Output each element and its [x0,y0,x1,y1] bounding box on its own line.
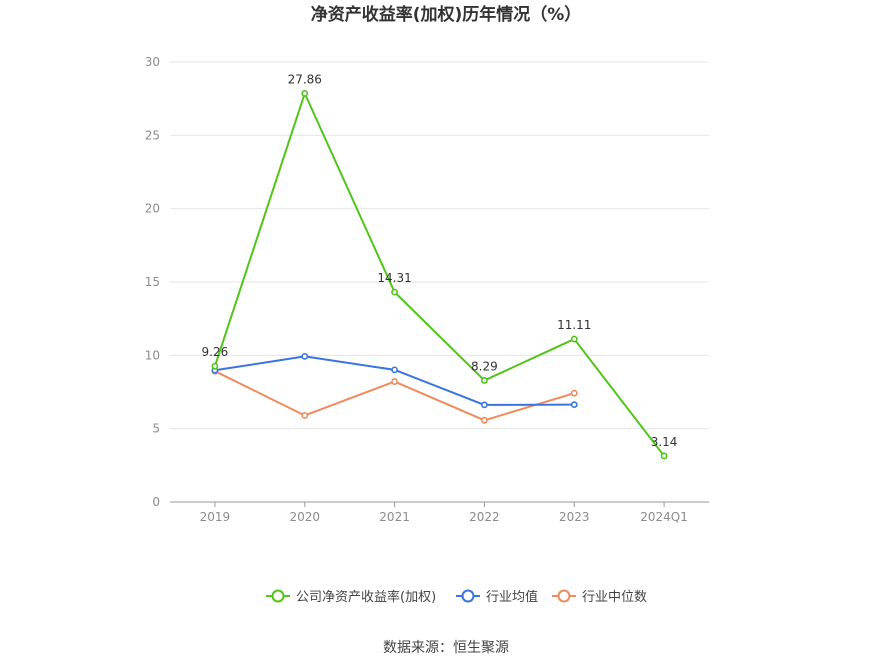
data-point[interactable] [391,366,398,374]
data-labels: 9.26 27.86 14.31 8.29 11.11 3.14 [202,72,678,449]
legend-label: 行业中位数 [582,590,647,605]
data-point[interactable] [301,412,309,419]
data-point[interactable] [211,362,219,370]
legend-label: 行业均值 [486,589,538,605]
data-point[interactable] [301,89,309,97]
legend: 公司净资产收益率(加权) 行业均值 行业中位数 [266,589,647,605]
data-point[interactable] [481,416,488,424]
x-axis: 2019 2020 2021 2022 2023 2024Q1 [200,502,688,524]
series-group [211,89,668,460]
legend-marker [461,589,475,603]
data-point[interactable] [391,288,398,296]
y-tick-label: 30 [145,55,160,69]
source-note: 数据来源：恒生聚源 [383,640,509,656]
data-label: 27.86 [288,72,322,86]
y-tick-label: 15 [145,275,160,289]
data-point[interactable] [481,401,488,409]
x-tick-label: 2021 [379,510,410,524]
grid-lines [170,61,709,430]
x-tick-label: 2023 [559,510,590,524]
chart-title: 净资产收益率(加权)历年情况（%） [311,4,582,25]
x-tick-label: 2020 [289,510,320,524]
data-label: 11.11 [557,318,591,332]
y-tick-label: 25 [145,128,160,142]
x-tick-label: 2024Q1 [640,510,688,524]
legend-label: 公司净资产收益率(加权) [296,589,436,605]
data-label: 14.31 [377,271,411,285]
y-tick-label: 10 [145,348,160,362]
legend-item[interactable]: 行业中位数 [552,589,647,605]
legend-marker [557,589,571,603]
data-point[interactable] [391,378,398,385]
data-point[interactable] [570,389,578,397]
x-tick-label: 2022 [469,510,500,524]
data-label: 9.26 [202,345,229,359]
data-point[interactable] [481,377,488,384]
data-point[interactable] [570,335,578,343]
legend-marker [271,589,285,603]
series-line [213,92,665,457]
data-point[interactable] [301,352,309,360]
data-label: 3.14 [651,435,678,449]
x-tick-label: 2019 [200,510,231,524]
y-tick-label: 0 [152,495,160,509]
data-label: 8.29 [471,359,498,373]
y-tick-label: 5 [152,422,160,436]
y-tick-label: 20 [145,202,160,216]
y-axis: 0 5 10 15 20 25 30 [145,55,160,509]
data-point[interactable] [570,401,578,409]
legend-item[interactable]: 行业均值 [456,589,538,605]
legend-item[interactable]: 公司净资产收益率(加权) [266,589,436,605]
data-point[interactable] [660,452,668,460]
